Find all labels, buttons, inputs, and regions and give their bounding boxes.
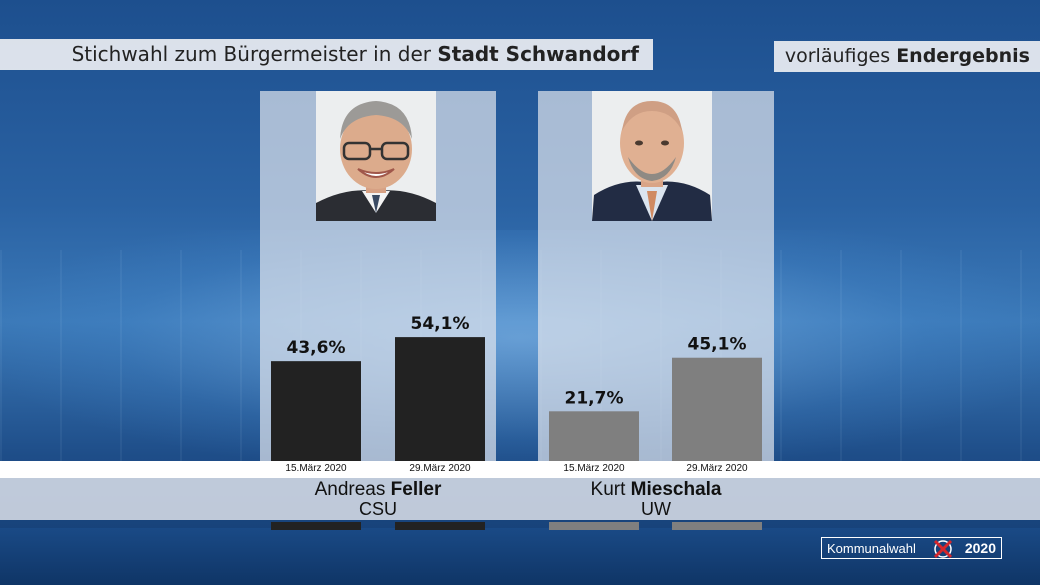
background-glow [0,230,1040,470]
logo-year: 2020 [964,540,996,556]
bar-stub-feller-2 [395,522,485,530]
last-name-feller: Feller [390,479,442,500]
bar-stub-feller-1 [271,522,361,530]
x-tick-mieschala-2: 29.März 2020 [686,463,748,474]
status-bold: Endergebnis [896,45,1030,67]
party-mieschala: UW [641,499,671,519]
background-grid [0,250,1040,470]
ballot-cross-icon [933,539,953,559]
title-bar: Stichwahl zum Bürgermeister in der Stadt… [0,39,653,70]
logo-word: Kommunalwahl [827,541,916,556]
x-tick-mieschala-1: 15.März 2020 [563,463,625,474]
candidate-name-mieschala: Kurt Mieschala [538,479,774,501]
status-bar: vorläufiges Endergebnis [774,41,1040,72]
portrait-mieschala [592,91,712,221]
bar-stub-mieschala-1 [549,522,639,530]
party-feller: CSU [358,499,397,519]
first-name-mieschala: Kurt [590,479,626,500]
status-text: vorläufiges Endergebnis [785,45,1030,67]
first-name-feller: Andreas [314,479,386,500]
portrait-feller [316,91,436,221]
name-band [0,478,1040,520]
kommunalwahl-logo: Kommunalwahl 2020 [821,537,1002,559]
title-prefix: Stichwahl zum Bürgermeister in der [71,42,431,66]
x-tick-feller-2: 29.März 2020 [409,463,471,474]
bar-stub-mieschala-2 [672,522,762,530]
status-prefix: vorläufiges [784,45,891,67]
x-tick-feller-1: 15.März 2020 [285,463,347,474]
date-band [0,461,1040,478]
page-title: Stichwahl zum Bürgermeister in der Stadt… [72,42,639,66]
title-bold: Stadt Schwandorf [437,42,639,66]
candidate-name-feller: Andreas Feller [260,479,496,501]
last-name-mieschala: Mieschala [630,479,722,500]
